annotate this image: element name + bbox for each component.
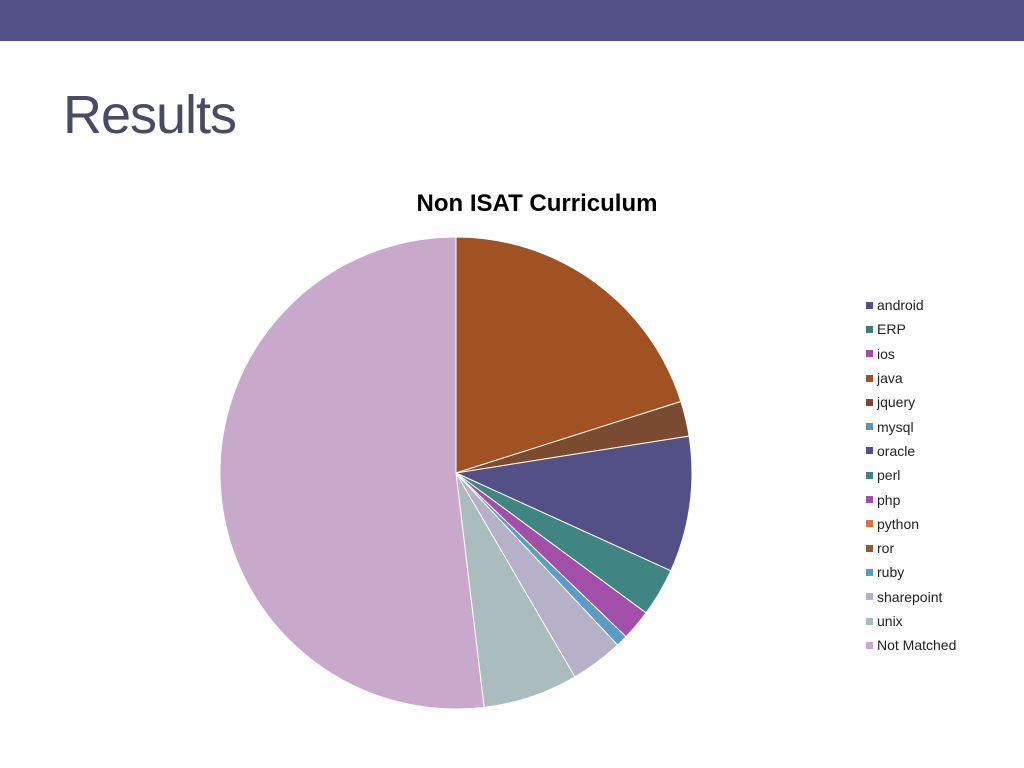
chart-legend: android ERP ios java jquery mysql oracle perl ph…	[866, 293, 956, 657]
legend-label: Not Matched	[877, 637, 957, 654]
legend-swatch	[866, 641, 873, 649]
legend-label: mysql	[877, 418, 914, 435]
legend-label: java	[877, 370, 903, 387]
legend-label: unix	[877, 613, 903, 629]
pie-slice-oracle	[454, 435, 693, 572]
legend-item: ruby	[866, 560, 956, 584]
legend-item: sharepoint	[866, 585, 956, 609]
legend-swatch	[866, 325, 873, 333]
pie-slice-not-matched	[219, 236, 485, 710]
legend-label: ios	[877, 345, 895, 362]
legend-label: jquery	[877, 394, 916, 411]
legend-item: android	[866, 293, 956, 317]
legend-label: perl	[877, 467, 901, 484]
legend-label: php	[877, 491, 901, 508]
legend-swatch	[866, 593, 873, 601]
legend-label: oracle	[877, 442, 916, 459]
chart-title: Non ISAT Curriculum	[416, 190, 658, 217]
legend-swatch	[866, 617, 873, 625]
legend-label: sharepoint	[877, 588, 943, 605]
legend-item: ios	[866, 342, 956, 366]
legend-label: ruby	[877, 564, 905, 581]
legend-item: mysql	[866, 414, 956, 438]
legend-swatch	[866, 374, 873, 382]
legend-swatch	[866, 350, 873, 358]
legend-item: oracle	[866, 439, 956, 463]
legend-swatch	[866, 398, 873, 406]
legend-label: ror	[877, 540, 895, 557]
legend-item: ror	[866, 536, 956, 560]
slide-title: Results	[63, 85, 237, 145]
legend-label: android	[877, 297, 924, 314]
legend-item: php	[866, 487, 956, 511]
legend-swatch	[866, 496, 873, 504]
legend-swatch	[866, 520, 873, 528]
legend-item: ERP	[866, 317, 956, 341]
legend-item: unix	[866, 609, 956, 633]
header-bar	[0, 0, 1024, 41]
legend-swatch	[866, 447, 873, 455]
legend-swatch	[866, 544, 873, 552]
legend-item: Not Matched	[866, 633, 956, 657]
legend-item: java	[866, 366, 956, 390]
legend-item: python	[866, 512, 956, 536]
legend-item: perl	[866, 463, 956, 487]
legend-label: python	[877, 515, 920, 532]
pie-slice-java	[455, 236, 682, 474]
legend-item: jquery	[866, 390, 956, 414]
legend-swatch	[866, 471, 873, 479]
legend-swatch	[866, 423, 873, 431]
legend-label: ERP	[877, 321, 906, 338]
legend-swatch	[866, 568, 873, 576]
legend-swatch	[866, 301, 873, 309]
